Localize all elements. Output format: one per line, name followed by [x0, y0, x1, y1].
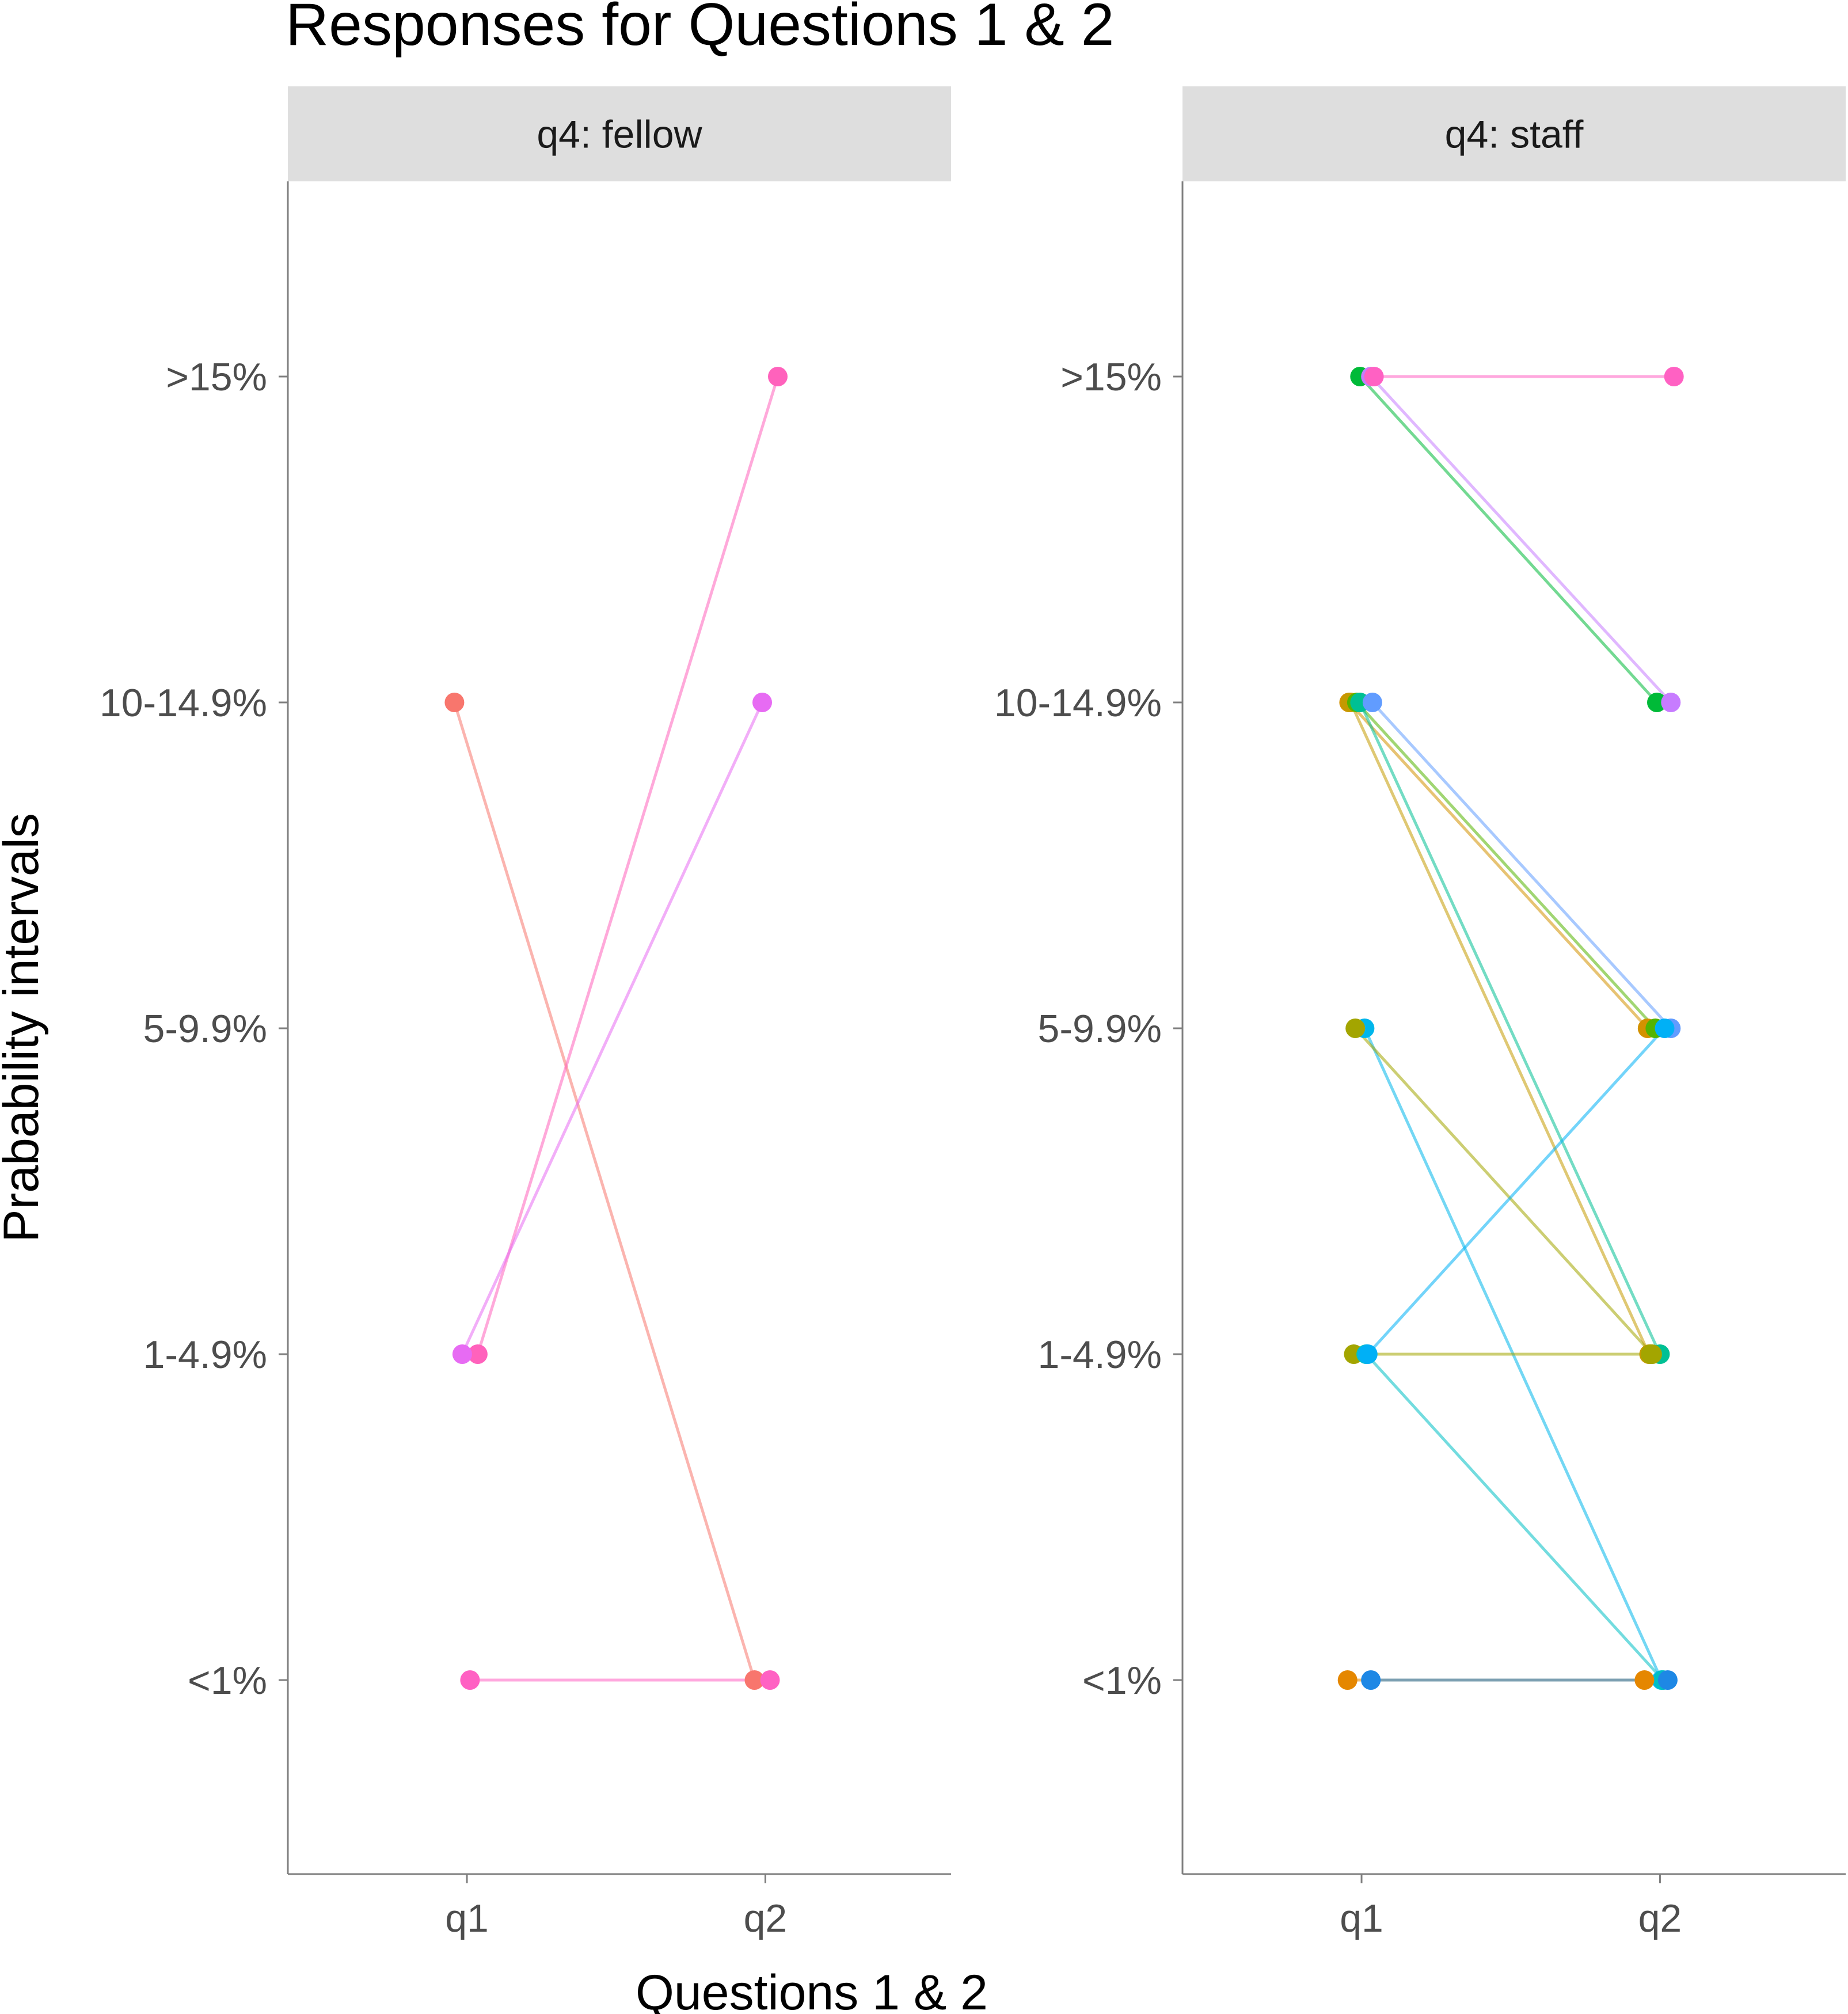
y-tick-label: <1% [188, 1659, 267, 1703]
data-point [752, 693, 772, 712]
y-tick-label: 5-9.9% [143, 1007, 267, 1051]
data-point [460, 1670, 480, 1690]
data-point [744, 1670, 765, 1690]
strip-label: q4: fellow [537, 113, 702, 157]
series-line [453, 702, 756, 1681]
y-tick-label: 1-4.9% [143, 1333, 267, 1377]
y-axis-label: Prabability intervals [0, 813, 49, 1242]
y-tick-label: <1% [1082, 1659, 1162, 1703]
y-tick-label: >15% [166, 355, 267, 399]
data-point [452, 1344, 472, 1364]
panel-2: q4: staff <1% 1-4.9% 5-9.9% 10-14.9% >15% q1 q2 [994, 86, 1846, 1940]
series-line [1371, 701, 1672, 1029]
data-point [1661, 693, 1681, 712]
series-line [1365, 1353, 1664, 1681]
x-tick-label: q2 [744, 1897, 788, 1940]
data-point [1647, 693, 1667, 712]
data-point [1634, 1670, 1655, 1690]
data-point [760, 1670, 780, 1690]
data-point [1641, 1344, 1661, 1364]
series-line [1359, 701, 1661, 1355]
panel-1: q4: fellow <1% 1-4.9% 5-9.9% 10-14.9% >15% q1 q… [100, 86, 951, 1940]
y-tick-label: 5-9.9% [1038, 1007, 1162, 1051]
series-line [461, 701, 764, 1355]
data-point [1364, 367, 1384, 386]
data-point [1337, 1670, 1358, 1690]
data-point [1657, 1670, 1678, 1690]
x-tick-label: q2 [1638, 1897, 1682, 1940]
series-line [1359, 375, 1658, 704]
strip-background [1182, 86, 1846, 181]
data-point [1361, 1670, 1381, 1690]
series-line [1354, 1027, 1653, 1355]
data-point [768, 367, 788, 386]
data-point [1358, 1344, 1378, 1364]
strip-label: q4: staff [1445, 113, 1584, 157]
series-lines [453, 376, 779, 1682]
data-point [467, 1344, 488, 1364]
strip-background [288, 86, 951, 181]
series-line [476, 376, 779, 1355]
series-lines [1347, 375, 1674, 1682]
x-tick-label: q1 [1340, 1897, 1383, 1940]
series-points [1337, 367, 1684, 1690]
y-tick-label: 10-14.9% [994, 681, 1162, 725]
x-tick-label: q1 [445, 1897, 489, 1940]
data-point [444, 693, 465, 712]
y-tick-label: 10-14.9% [100, 681, 267, 725]
data-point [1345, 1019, 1366, 1038]
series-line [1366, 1027, 1666, 1355]
series-line [1356, 701, 1657, 1029]
data-point [1664, 367, 1684, 386]
chart-title: Responses for Questions 1 & 2 [286, 0, 1114, 58]
x-axis-label: Questions 1 & 2 [636, 1965, 988, 2014]
series-points [444, 367, 788, 1690]
data-point [1655, 1019, 1675, 1038]
series-line [1349, 701, 1651, 1355]
y-tick-label: 1-4.9% [1038, 1333, 1162, 1377]
data-point [1362, 693, 1382, 712]
panels: q4: fellow<1%1-4.9%5-9.9%10-14.9%>15%q1 q… [100, 86, 1846, 1940]
y-tick-label: >15% [1060, 355, 1162, 399]
series-line [1370, 375, 1672, 704]
series-line [1348, 701, 1649, 1029]
